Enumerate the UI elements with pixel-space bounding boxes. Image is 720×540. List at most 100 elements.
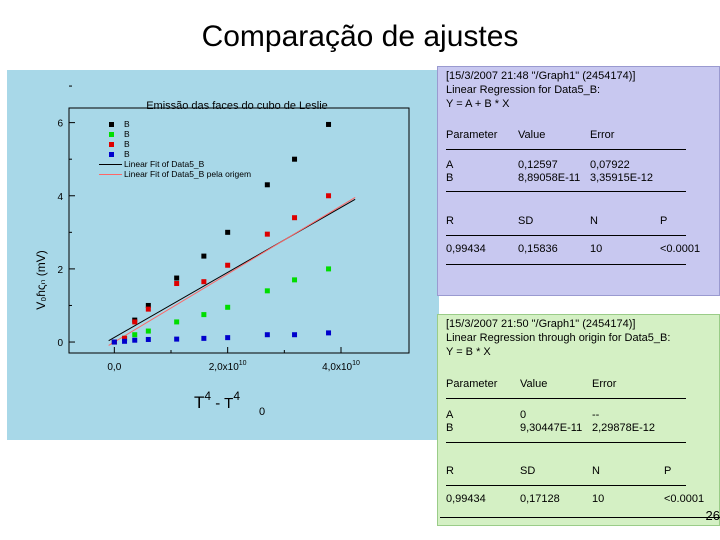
x-axis-label-sup2: 4 <box>233 389 240 403</box>
panel2-header-error: Error <box>592 378 617 390</box>
panel1-line-2: Linear Regression for Data5_B: <box>446 84 601 96</box>
data-point <box>292 156 298 162</box>
panel2-stat-N-value: 10 <box>592 493 605 505</box>
data-point <box>225 304 231 310</box>
panel1-stat-P-value: <0.0001 <box>660 243 701 255</box>
legend-label: Linear Fit of Data5_B pela origem <box>124 169 251 179</box>
data-point <box>326 266 332 272</box>
panel2-line-1: [15/3/2007 21:50 "/Graph1" (2454174)] <box>446 318 636 330</box>
data-point <box>122 335 128 341</box>
panel2-rule-2 <box>446 442 686 443</box>
x-axis-label: T4 - T4 0 <box>194 389 265 418</box>
x-axis-label-sup: 4 <box>204 389 211 403</box>
panel2-stat-R: R <box>446 465 454 477</box>
panel2-header-value: Value <box>520 378 548 390</box>
data-point <box>225 229 231 235</box>
data-point <box>292 277 298 283</box>
slide-title: Comparação de ajustes <box>201 20 519 53</box>
panel1-stat-SD-value: 0,15836 <box>518 243 558 255</box>
legend-label: B <box>124 149 130 159</box>
panel2-stat-P-value: <0.0001 <box>664 493 705 505</box>
chart-area: Emissão das faces do cubo de Leslie 0 2 4 6… <box>7 70 439 440</box>
data-point <box>201 335 207 341</box>
panel1-header-value: Value <box>518 129 546 141</box>
data-point <box>225 335 231 341</box>
data-point <box>225 262 231 268</box>
panel2-stat-N: N <box>592 465 600 477</box>
plot-frame <box>68 107 410 354</box>
panel1-stat-N-value: 10 <box>590 243 603 255</box>
data-point <box>132 319 138 325</box>
panel2-stat-P: P <box>664 465 672 477</box>
panel1-line-3: Y = A + B * X <box>446 98 510 110</box>
fit-line <box>108 198 356 342</box>
legend-marker <box>109 132 114 137</box>
panel2-rowA-value: 0 <box>520 409 527 421</box>
data-point <box>145 336 151 342</box>
data-point <box>201 253 207 259</box>
panel1-stat-P: P <box>660 215 668 227</box>
data-point <box>264 332 270 338</box>
data-point <box>264 231 270 237</box>
legend-marker <box>109 152 114 157</box>
data-point <box>292 332 298 338</box>
data-point <box>264 182 270 188</box>
data-point <box>174 336 180 342</box>
legend-marker <box>109 142 114 147</box>
data-point <box>145 328 151 334</box>
panel1-header-error: Error <box>590 129 615 141</box>
regression-panel-2: [15/3/2007 21:50 "/Graph1" (2454174)] Li… <box>437 314 720 526</box>
data-point <box>174 319 180 325</box>
data-point <box>132 337 138 343</box>
panel2-stat-R-value: 0,99434 <box>446 493 486 505</box>
data-point <box>174 281 180 287</box>
panel1-rule-2 <box>446 191 686 192</box>
y-tick-label: 4 <box>57 192 63 203</box>
panel1-rowA-error: 0,07922 <box>590 159 630 171</box>
panel1-line-1: [15/3/2007 21:48 "/Graph1" (2454174)] <box>446 70 636 82</box>
scatter-chart: Emissão das faces do cubo de Leslie 0 2 4 6… <box>34 85 410 418</box>
panel1-stat-N: N <box>590 215 598 227</box>
panel2-rule-3 <box>446 485 686 486</box>
x-tick-label: 0,0 <box>107 362 121 373</box>
data-point <box>292 215 298 221</box>
panel1-stat-R-value: 0,99434 <box>446 243 486 255</box>
panel2-stat-SD-value: 0,17128 <box>520 493 560 505</box>
panel1-rowB-value: 8,89058E-11 <box>518 172 581 184</box>
page-footer-rule <box>440 517 720 518</box>
fit-line <box>108 196 356 346</box>
data-point <box>326 121 332 127</box>
legend-label: B <box>124 129 130 139</box>
y-tick-label: 2 <box>57 265 63 276</box>
legend-label: Linear Fit of Data5_B <box>124 159 205 169</box>
svg-text:T4 - T4: T4 - T4 <box>194 389 240 412</box>
page-number: 26 <box>705 508 720 523</box>
panel2-rule-1 <box>446 398 686 399</box>
panel1-rowB-error: 3,35915E-12 <box>590 172 653 184</box>
panel1-rule-4 <box>446 264 686 265</box>
panel2-line-3: Y = B * X <box>446 346 491 358</box>
panel2-rowB-error: 2,29878E-12 <box>592 422 655 434</box>
panel1-stat-R: R <box>446 215 454 227</box>
regression-panel-1: [15/3/2007 21:48 "/Graph1" (2454174)] Li… <box>437 66 720 296</box>
panel2-rowA-name: A <box>446 409 454 421</box>
panel2-line-2: Linear Regression through origin for Dat… <box>446 332 671 344</box>
y-tick-label: 6 <box>57 119 63 130</box>
data-point <box>122 338 128 344</box>
x-axis-label-minus: - T <box>211 395 233 412</box>
panel2-rowA-error: -- <box>592 409 600 421</box>
data-point <box>201 279 207 285</box>
panel2-rowB-name: B <box>446 422 454 434</box>
x-tick-label: 4,0x1010 <box>322 360 360 373</box>
data-point <box>145 302 151 308</box>
panel1-rowA-name: A <box>446 159 454 171</box>
panel1-rowA-value: 0,12597 <box>518 159 558 171</box>
data-point <box>201 312 207 318</box>
x-tick-label: 2,0x1010 <box>209 360 247 373</box>
panel2-rowB-value: 9,30447E-11 <box>520 422 583 434</box>
data-point <box>111 339 117 345</box>
data-point <box>264 288 270 294</box>
legend-label: B <box>124 119 130 129</box>
chart-title: Emissão das faces do cubo de Leslie <box>146 100 328 112</box>
y-tick-label: 0 <box>57 338 63 349</box>
